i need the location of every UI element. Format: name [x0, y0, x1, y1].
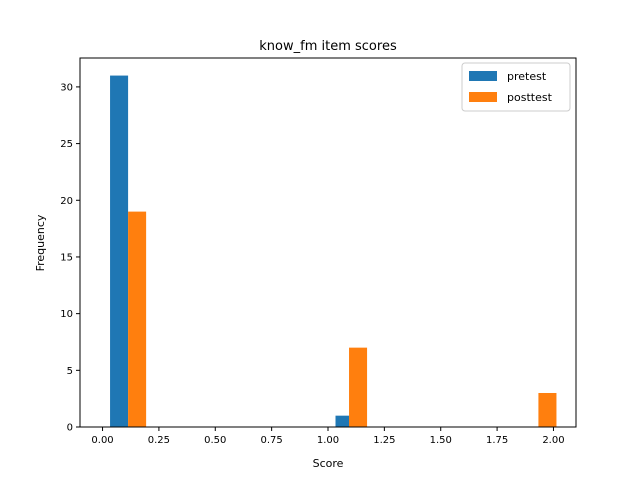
x-tick-label: 2.00	[542, 435, 564, 446]
legend-label-posttest: posttest	[507, 91, 553, 104]
y-tick-label: 5	[67, 366, 73, 377]
x-tick-label: 0.00	[91, 435, 113, 446]
axes-layer: 0.00 0.25 0.50 0.75 1.00 1.25 1.50 1.75 2.00 0 5 10…	[60, 57, 577, 446]
bar-pretest-0	[110, 75, 129, 428]
x-tick-label: 0.25	[148, 435, 170, 446]
legend-swatch-posttest	[469, 92, 497, 102]
plot-area	[80, 58, 576, 427]
x-axis-label: Score	[313, 457, 344, 470]
x-tick-label: 1.00	[317, 435, 339, 446]
bar-posttest-2	[538, 392, 557, 427]
legend-label-pretest: pretest	[507, 70, 547, 83]
y-tick-label: 30	[60, 82, 73, 93]
legend: pretest posttest	[461, 62, 571, 112]
y-axis-label: Frequency	[34, 214, 47, 271]
y-tick-label: 25	[60, 139, 73, 150]
y-tick-label: 10	[60, 309, 73, 320]
y-tick-label: 0	[67, 423, 73, 434]
bars-layer	[110, 75, 557, 428]
x-tick-label: 1.50	[430, 435, 452, 446]
x-tick-label: 0.50	[204, 435, 226, 446]
x-tick-label: 1.25	[373, 435, 395, 446]
y-tick-label: 15	[60, 252, 73, 263]
legend-swatch-pretest	[469, 71, 497, 81]
y-tick-label: 20	[60, 196, 73, 207]
x-tick-label: 1.75	[486, 435, 508, 446]
bar-posttest-0	[128, 211, 147, 427]
x-tick-label: 0.75	[261, 435, 283, 446]
bar-posttest-1	[349, 347, 368, 427]
bar-pretest-1	[335, 415, 354, 427]
chart-title: know_fm item scores	[259, 39, 397, 54]
